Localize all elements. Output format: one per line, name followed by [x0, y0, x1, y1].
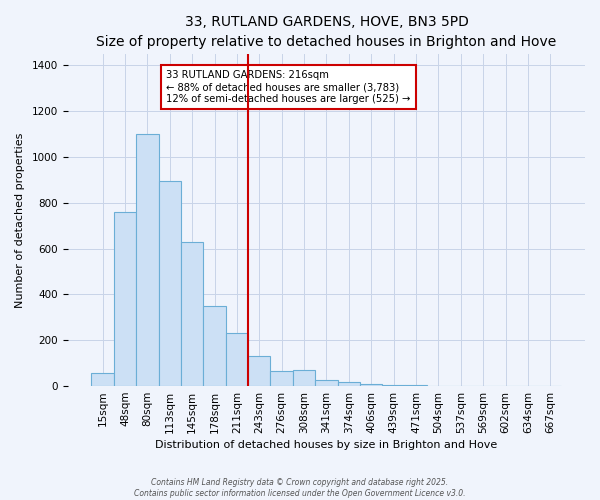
- Bar: [91, 374, 114, 386]
- X-axis label: Distribution of detached houses by size in Brighton and Hove: Distribution of detached houses by size …: [155, 440, 497, 450]
- Bar: [158, 182, 181, 386]
- Bar: [203, 306, 226, 386]
- Bar: [114, 212, 136, 386]
- Bar: [315, 380, 338, 386]
- Bar: [338, 382, 360, 386]
- Bar: [382, 385, 405, 386]
- Title: 33, RUTLAND GARDENS, HOVE, BN3 5PD
Size of property relative to detached houses : 33, RUTLAND GARDENS, HOVE, BN3 5PD Size …: [97, 15, 557, 48]
- Bar: [271, 371, 293, 386]
- Bar: [360, 384, 382, 386]
- Bar: [293, 370, 315, 386]
- Bar: [226, 333, 248, 386]
- Bar: [248, 356, 271, 386]
- Bar: [136, 134, 158, 386]
- Text: 33 RUTLAND GARDENS: 216sqm
← 88% of detached houses are smaller (3,783)
12% of s: 33 RUTLAND GARDENS: 216sqm ← 88% of deta…: [166, 70, 410, 104]
- Bar: [181, 242, 203, 386]
- Text: Contains HM Land Registry data © Crown copyright and database right 2025.
Contai: Contains HM Land Registry data © Crown c…: [134, 478, 466, 498]
- Y-axis label: Number of detached properties: Number of detached properties: [15, 132, 25, 308]
